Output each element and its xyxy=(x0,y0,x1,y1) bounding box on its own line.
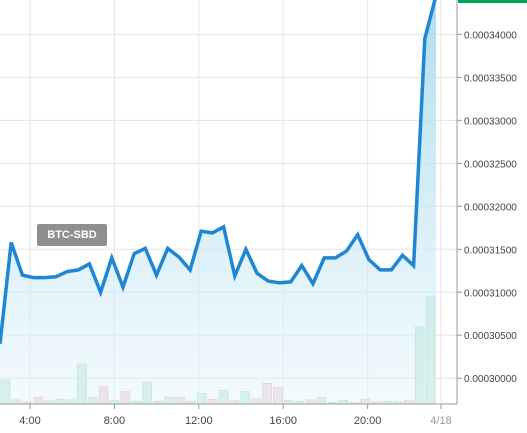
x-tick-label: 12:00 xyxy=(185,415,213,427)
x-tick-label: 4/18 xyxy=(430,415,451,427)
y-tick-label: 0.00032000 xyxy=(464,202,517,213)
x-tick-label: 16:00 xyxy=(269,415,297,427)
last-price-marker xyxy=(458,0,527,3)
price-area xyxy=(0,0,436,404)
price-line xyxy=(0,0,437,344)
y-axis-ticks: 0.00030000 0.00030500 0.00031000 0.00031500… xyxy=(464,30,517,385)
x-tick-label: 20:00 xyxy=(354,415,382,427)
x-tick-label: 4:00 xyxy=(19,415,40,427)
x-axis-ticks: 4:00 8:00 12:00 16:00 20:00 4/18 xyxy=(19,415,451,427)
y-tick-label: 0.00030000 xyxy=(464,374,517,385)
y-tick-label: 0.00032500 xyxy=(464,159,517,170)
y-tick-label: 0.00033500 xyxy=(464,73,517,84)
y-tick-label: 0.00030500 xyxy=(464,331,517,342)
x-tick-label: 8:00 xyxy=(104,415,125,427)
y-tick-label: 0.00031000 xyxy=(464,288,517,299)
y-tick-label: 0.00034000 xyxy=(464,30,517,41)
y-tick-label: 0.00033000 xyxy=(464,116,517,127)
pair-label-badge: BTC-SBD xyxy=(37,224,107,246)
y-tick-label: 0.00031500 xyxy=(464,245,517,256)
